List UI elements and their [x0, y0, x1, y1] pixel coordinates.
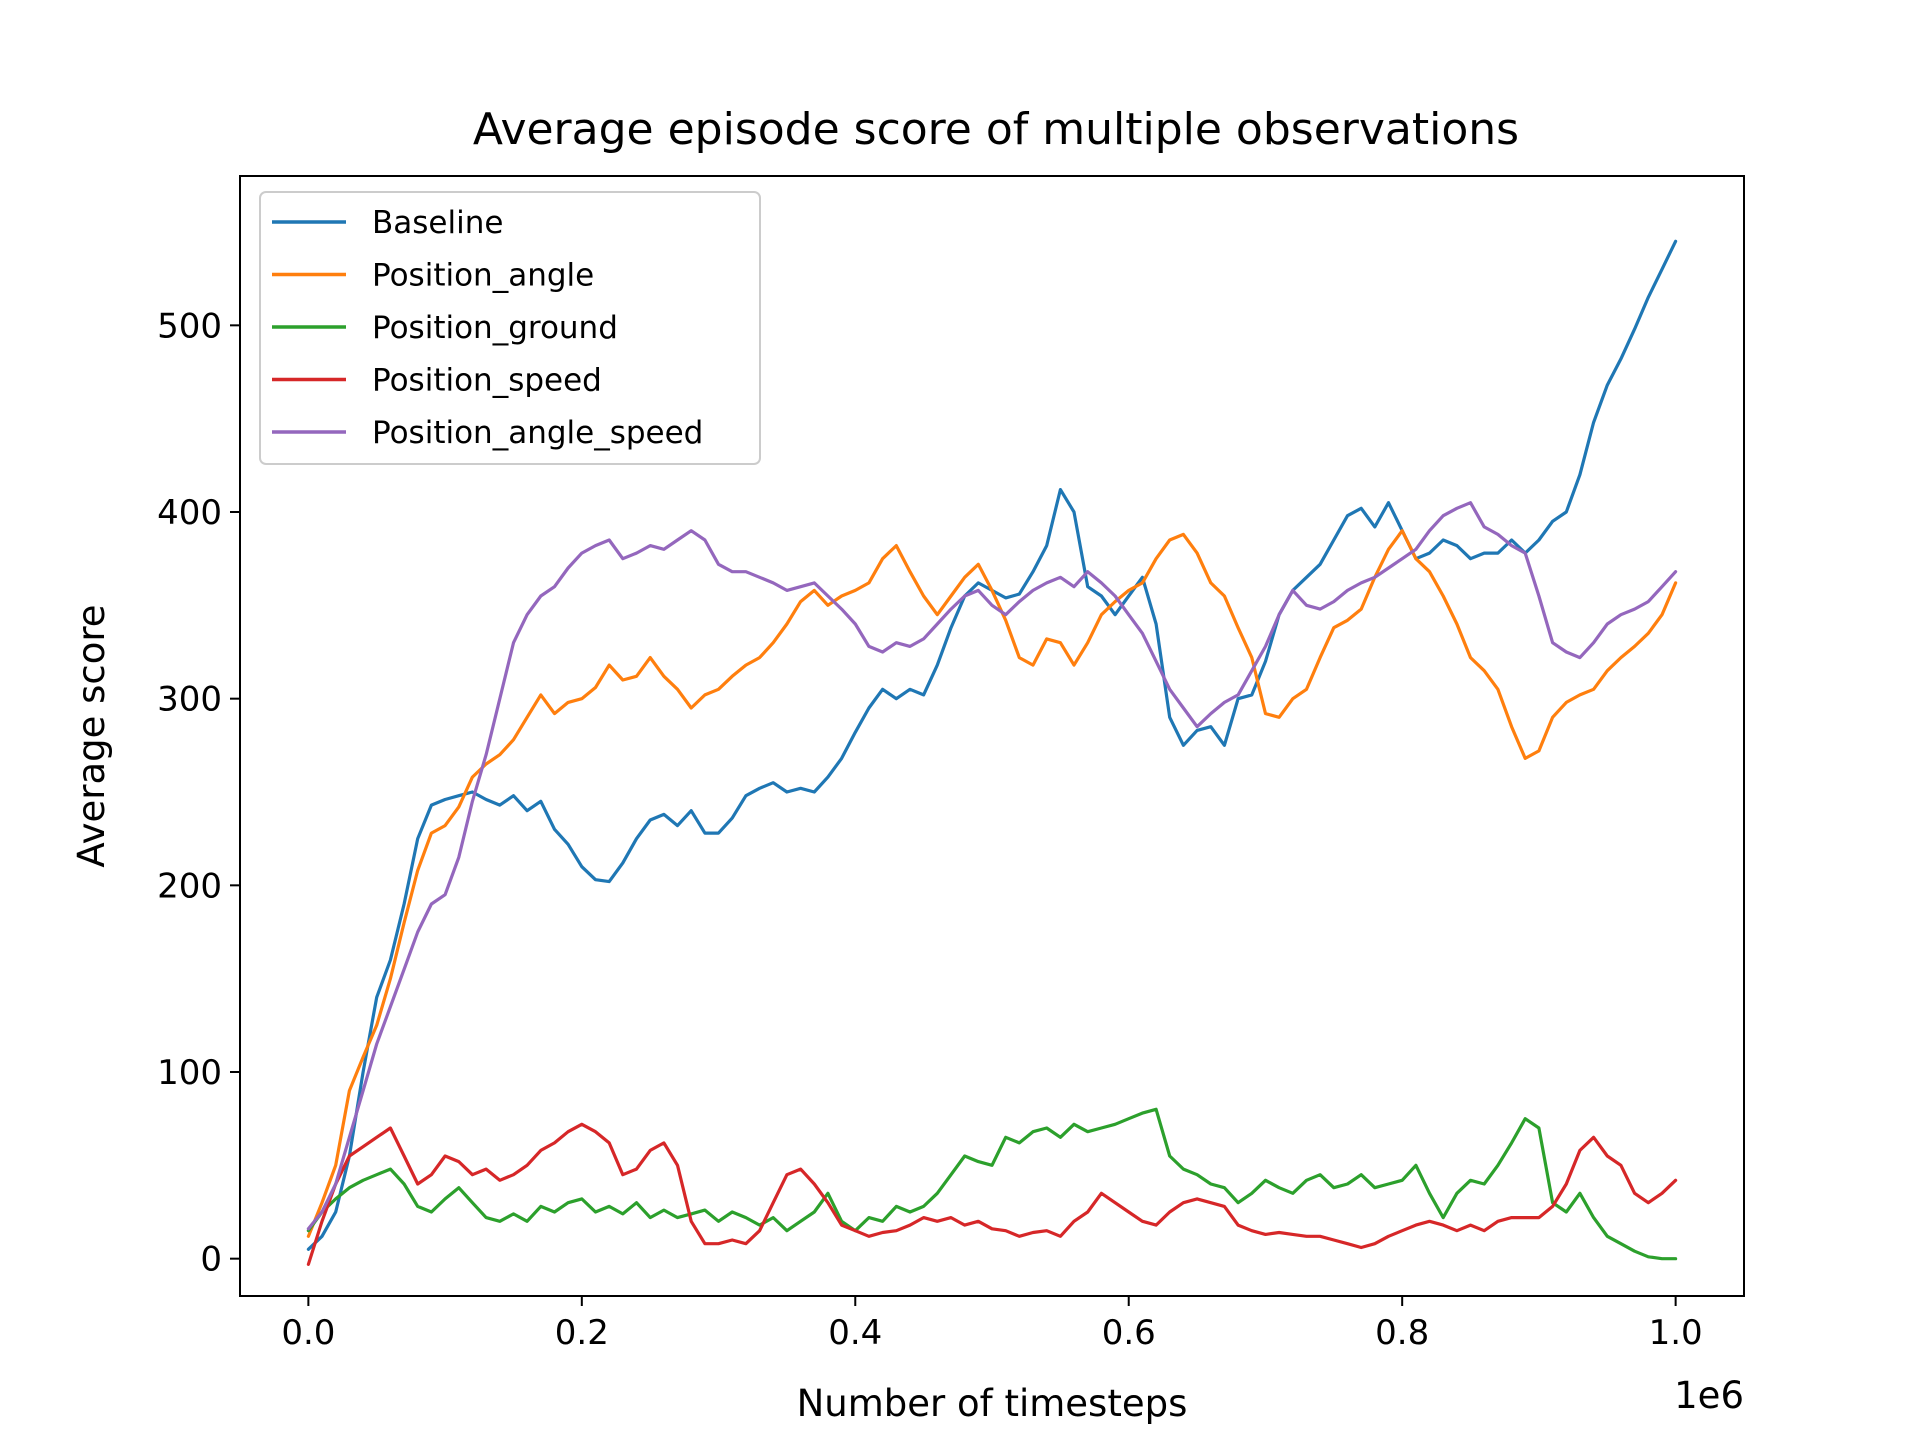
x-tick-label: 0.2: [555, 1313, 609, 1353]
x-tick-label: 0.0: [281, 1313, 335, 1353]
y-tick-label: 0: [200, 1240, 222, 1280]
series-line-position-speed: [306, 1122, 1678, 1266]
y-axis-title: Average score: [70, 604, 113, 867]
x-tick-label: 0.8: [1375, 1313, 1429, 1353]
y-tick-label: 400: [157, 493, 222, 533]
legend-label-position-angle-speed: Position_angle_speed: [372, 415, 703, 451]
plot-frame: [239, 175, 1745, 1297]
legend-label-position-ground: Position_ground: [372, 310, 618, 346]
series-line-position-ground: [306, 1107, 1678, 1261]
legend-box: [259, 191, 761, 465]
series-line-position-angle: [306, 529, 1678, 1238]
x-axis-offset-label: 1e6: [1674, 1374, 1744, 1417]
y-tick-label: 200: [157, 866, 222, 906]
x-tick-label: 0.6: [1102, 1313, 1156, 1353]
y-axis: 0 100 200 300 400 500: [157, 306, 240, 1280]
x-tick-label: 1.0: [1649, 1313, 1703, 1353]
x-axis-title: Number of timesteps: [797, 1382, 1188, 1425]
legend-label-position-speed: Position_speed: [372, 363, 602, 399]
y-tick-label: 300: [157, 680, 222, 720]
x-tick-label: 0.4: [828, 1313, 882, 1353]
y-tick-label: 500: [157, 306, 222, 346]
series-line-position-angle-speed: [306, 501, 1678, 1231]
legend-label-position-angle: Position_angle: [372, 258, 594, 294]
legend-label-baseline: Baseline: [372, 205, 503, 241]
y-tick-label: 100: [157, 1053, 222, 1093]
series-lines: [306, 239, 1678, 1266]
legend: Baseline Position_angle Position_ground Pos…: [259, 191, 761, 465]
x-axis: 0.0 0.2 0.4 0.6 0.8 1.0: [281, 1296, 1703, 1353]
chart-title: Average episode score of multiple observ…: [473, 104, 1519, 155]
